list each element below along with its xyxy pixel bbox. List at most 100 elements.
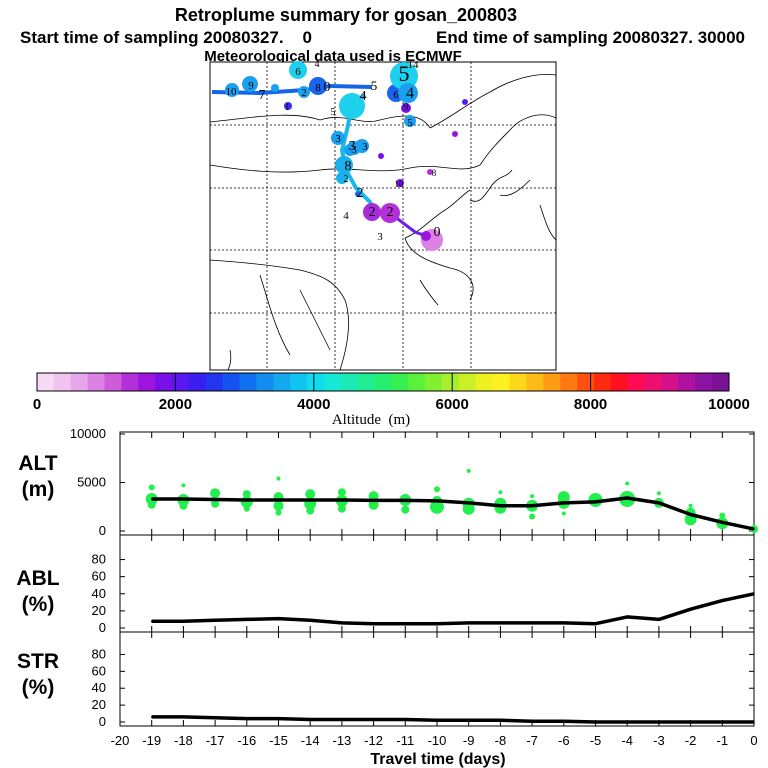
series-point	[182, 620, 185, 622]
series-point	[341, 622, 343, 624]
series-point	[563, 720, 565, 722]
colorbar-cell	[610, 373, 629, 391]
series-point	[626, 721, 628, 723]
colorbar-cell	[695, 373, 713, 391]
colorbar-cell	[256, 373, 274, 391]
colorbar-cell	[526, 373, 544, 391]
series-point	[689, 721, 692, 723]
panel-alt: ALT (m) 0 5000 10000	[18, 426, 758, 538]
colorbar-tick-label: 4000	[297, 396, 330, 413]
altitude-dot	[275, 509, 282, 516]
map-label: 4	[360, 89, 367, 104]
map-plume-circles	[225, 61, 468, 251]
altitude-dot	[719, 512, 726, 519]
series-point	[246, 499, 248, 501]
x-tick-label: -11	[396, 733, 414, 748]
x-tick-label: -15	[269, 733, 288, 748]
colorbar-cell	[644, 373, 662, 391]
series-point	[214, 619, 216, 622]
colorbar-cell	[290, 373, 308, 391]
map-label: 2	[344, 174, 349, 185]
series-point	[309, 499, 312, 501]
map-label: 2	[387, 205, 394, 220]
y-tick-label: 20	[92, 697, 106, 712]
series-point	[467, 622, 470, 624]
y-tick-label: 40	[92, 586, 106, 601]
colorbar-cell	[87, 373, 105, 391]
colorbar-cell	[627, 373, 646, 391]
map-label: 3	[362, 141, 368, 153]
map-label: 9	[404, 102, 409, 113]
series-point	[594, 501, 597, 503]
altitude-dot	[530, 494, 535, 499]
map-label: 3	[349, 139, 356, 154]
x-tick-label: -19	[142, 733, 161, 748]
altitude-dot	[625, 481, 630, 486]
y-tick-label: 10000	[70, 426, 106, 441]
series-point	[214, 717, 216, 719]
series-point	[372, 622, 375, 625]
colorbar-cell	[492, 373, 510, 391]
y-tick-label: 80	[92, 646, 106, 661]
altitude-dot	[430, 499, 444, 514]
y-tick-label: 0	[99, 523, 106, 538]
map-label: 3	[335, 133, 341, 145]
map-label: 10	[226, 86, 238, 98]
x-tick-label: -7	[526, 733, 538, 748]
colorbar-cell	[458, 373, 477, 391]
altitude-dot	[147, 500, 156, 509]
altitude-dot	[211, 499, 220, 508]
series-point	[626, 616, 628, 618]
colorbar-cell	[239, 373, 257, 391]
colorbar-cell	[307, 373, 325, 391]
x-tick-label: -9	[463, 733, 475, 748]
x-tick-label: -8	[495, 733, 507, 748]
colorbar-cell	[273, 373, 291, 391]
colorbar-cell	[172, 373, 190, 391]
colorbar-cell	[442, 373, 460, 391]
colorbar-cell	[560, 373, 578, 391]
series-point	[436, 622, 438, 625]
series-point	[531, 622, 533, 624]
series-point	[404, 499, 407, 502]
altitude-dot	[305, 489, 316, 500]
map-label: 9	[248, 80, 254, 92]
colorbar: 0 2000 4000 6000 8000 10000 Altitude (m)	[33, 372, 750, 428]
series-point	[277, 617, 280, 620]
x-tick-label: -2	[685, 733, 697, 748]
series-point	[341, 499, 343, 501]
series-point	[246, 618, 248, 621]
series-point	[372, 718, 375, 721]
panel-frame	[119, 431, 755, 536]
series-point	[214, 498, 216, 501]
series-point	[689, 608, 692, 610]
series-point	[753, 593, 755, 595]
altitude-dot	[434, 486, 440, 493]
series-point	[753, 528, 755, 530]
colorbar-cell	[222, 373, 240, 391]
map-label: 5	[399, 61, 410, 86]
x-tick-label: -13	[333, 733, 352, 748]
series-point	[404, 622, 407, 625]
map-label: 4	[343, 210, 349, 222]
map-label: 7	[259, 88, 266, 103]
series-point	[246, 717, 248, 720]
series-point	[150, 620, 153, 622]
series-point	[404, 718, 407, 721]
chart-subtitle-end: End time of sampling 20080327. 30000	[436, 28, 745, 47]
colorbar-cell	[593, 373, 612, 391]
altitude-dot	[273, 500, 284, 511]
altitude-dot	[529, 513, 536, 520]
map-label: 3	[351, 144, 357, 156]
x-axis-label: Travel time (days)	[370, 751, 505, 768]
y-tick-label: 5000	[77, 475, 106, 490]
altitude-dot	[368, 499, 379, 510]
series-point	[309, 619, 312, 622]
map-label: 8	[345, 159, 352, 174]
x-tick-label: 0	[750, 733, 757, 748]
altitude-dot	[462, 502, 475, 515]
panel-ylabel: ABL	[16, 567, 59, 590]
